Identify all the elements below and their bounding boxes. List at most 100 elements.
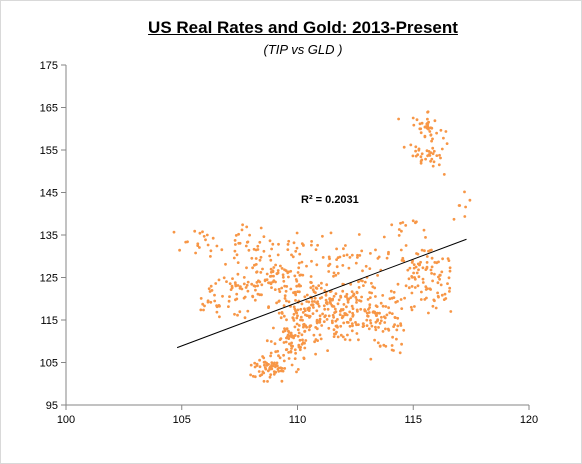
- data-point: [243, 295, 247, 299]
- data-point: [429, 159, 432, 163]
- data-point: [339, 308, 343, 311]
- data-point: [431, 137, 434, 141]
- data-point: [284, 269, 288, 273]
- data-point: [304, 339, 308, 342]
- data-point: [288, 342, 291, 346]
- tick-marks: [61, 64, 530, 410]
- data-point: [370, 281, 373, 285]
- data-point: [429, 133, 433, 137]
- data-point: [310, 240, 313, 243]
- data-point: [458, 204, 462, 207]
- data-point: [415, 118, 419, 122]
- data-point: [332, 294, 336, 298]
- data-point: [283, 367, 287, 370]
- data-point: [262, 379, 266, 383]
- data-point: [293, 325, 297, 329]
- data-point: [307, 328, 311, 332]
- data-point: [254, 288, 257, 292]
- data-point: [259, 255, 263, 259]
- data-point: [431, 152, 435, 156]
- data-point: [255, 363, 259, 367]
- data-point: [345, 253, 349, 257]
- data-point: [370, 324, 374, 328]
- data-point: [426, 117, 429, 121]
- data-point: [323, 289, 327, 293]
- data-point: [319, 337, 323, 341]
- data-point: [293, 348, 297, 352]
- data-point: [439, 156, 442, 160]
- data-point: [351, 307, 355, 310]
- data-point: [449, 310, 453, 313]
- data-point: [268, 275, 272, 278]
- data-point: [417, 275, 421, 279]
- data-point: [350, 304, 354, 308]
- data-point: [273, 342, 277, 346]
- data-point: [218, 315, 221, 319]
- data-point: [381, 304, 385, 308]
- data-point: [397, 234, 401, 237]
- data-point: [452, 217, 456, 221]
- data-point: [395, 337, 398, 341]
- data-point: [446, 282, 449, 285]
- data-point: [319, 286, 323, 290]
- data-point: [277, 299, 281, 303]
- data-point: [301, 338, 304, 342]
- data-point: [399, 221, 402, 225]
- data-point: [275, 361, 279, 365]
- data-point: [277, 311, 281, 315]
- data-point: [369, 357, 373, 361]
- data-point: [426, 287, 429, 290]
- data-point: [305, 300, 309, 303]
- data-point: [221, 294, 224, 298]
- data-point: [433, 261, 437, 264]
- data-point: [316, 300, 319, 303]
- data-point: [278, 356, 282, 360]
- data-point: [445, 142, 449, 146]
- data-point: [387, 250, 390, 254]
- data-point: [447, 259, 451, 262]
- data-point: [438, 153, 441, 157]
- data-point: [342, 247, 345, 251]
- data-point: [246, 289, 250, 293]
- data-point: [253, 361, 257, 365]
- data-point: [316, 302, 320, 306]
- data-point: [417, 148, 421, 152]
- data-point: [331, 313, 335, 317]
- data-point: [344, 295, 347, 298]
- data-point: [367, 308, 370, 311]
- data-point: [234, 243, 237, 246]
- data-point: [265, 339, 269, 343]
- data-point: [430, 256, 434, 260]
- data-point: [439, 283, 443, 287]
- data-point: [262, 235, 266, 239]
- data-point: [357, 323, 360, 326]
- data-point: [272, 372, 276, 376]
- data-point: [277, 366, 281, 370]
- y-tick-label: 105: [40, 358, 58, 370]
- data-point: [374, 304, 378, 308]
- data-point: [406, 268, 410, 272]
- data-point: [299, 318, 302, 322]
- data-point: [289, 344, 293, 347]
- data-point: [374, 328, 378, 332]
- data-point: [416, 284, 420, 288]
- data-point: [349, 296, 353, 299]
- data-point: [275, 364, 279, 368]
- data-point: [407, 277, 411, 281]
- data-point: [360, 295, 363, 299]
- data-point: [359, 279, 363, 282]
- data-point: [233, 249, 237, 253]
- data-point: [421, 266, 425, 270]
- data-point: [299, 315, 303, 319]
- data-point: [426, 154, 429, 158]
- data-point: [448, 269, 452, 273]
- data-point: [392, 296, 396, 299]
- data-point: [295, 284, 299, 288]
- data-point: [275, 272, 279, 275]
- data-point: [303, 341, 306, 345]
- data-point: [338, 313, 342, 316]
- data-point: [301, 311, 305, 314]
- y-tick-label: 165: [40, 103, 58, 115]
- data-point: [374, 325, 377, 329]
